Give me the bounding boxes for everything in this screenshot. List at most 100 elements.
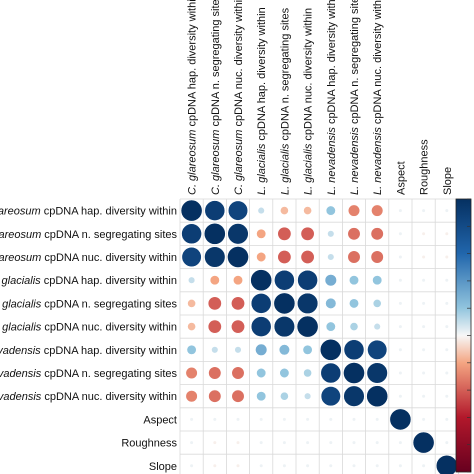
row-label-3: L. glacialis cpDNA hap. diversity within xyxy=(0,275,177,287)
correlation-cell-r9-c6 xyxy=(329,417,333,421)
column-label-6: L. nevadensis cpDNA hap. diversity withi… xyxy=(326,0,338,195)
correlation-cell-r5-c1 xyxy=(207,319,222,334)
correlation-cell-r1-c1 xyxy=(203,222,226,245)
column-label-5: L. glacialis cpDNA nuc. diversity within xyxy=(303,8,315,195)
correlation-cell-r3-c5 xyxy=(297,269,318,291)
column-label-text: cpDNA hap. diversity within xyxy=(326,0,338,127)
correlation-cell-r5-c7 xyxy=(349,322,359,332)
row-labels: C. glareosum cpDNA hap. diversity within… xyxy=(0,206,177,473)
column-label-species: L. glacialis xyxy=(279,143,291,195)
correlation-cell-r3-c1 xyxy=(209,275,220,286)
column-label-1: C. glareosum cpDNA n. segregating sites xyxy=(210,0,222,195)
correlation-cell-r2-c6 xyxy=(327,253,335,261)
correlation-cell-r0-c11 xyxy=(445,209,449,213)
column-label-2: C. glareosum cpDNA nuc. diversity within xyxy=(233,0,245,195)
correlation-cell-r3-c3 xyxy=(250,269,273,292)
correlation-cell-r8-c1 xyxy=(208,389,222,403)
correlation-cell-r10-c2 xyxy=(236,441,240,445)
column-label-3: L. glacialis cpDNA hap. diversity within xyxy=(256,7,268,195)
column-label-8: L. nevadensis cpDNA nuc. diversity withi… xyxy=(372,0,384,195)
correlation-cell-r1-c3 xyxy=(256,228,267,239)
correlation-cell-r0-c4 xyxy=(279,206,289,216)
correlation-cell-r0-c9 xyxy=(398,209,402,213)
column-label-species: L. glacialis xyxy=(303,143,315,195)
correlation-cell-r6-c1 xyxy=(211,346,219,354)
row-label-2: C. glareosum cpDNA nuc. diversity within xyxy=(0,252,177,264)
correlation-cell-r11-c9 xyxy=(398,464,402,468)
row-label-text: cpDNA nuc. diversity within xyxy=(41,252,177,264)
column-label-4: L. glacialis cpDNA n. segregating sites xyxy=(279,7,291,195)
correlation-cell-r1-c7 xyxy=(347,227,361,241)
correlation-cell-r2-c11 xyxy=(445,255,449,259)
correlation-cell-r1-c4 xyxy=(277,226,292,241)
correlation-cell-r8-c11 xyxy=(445,394,449,398)
correlation-cell-r1-c11 xyxy=(445,232,449,236)
row-label-10: Roughness xyxy=(121,438,177,450)
column-label-11: Slope xyxy=(442,167,454,195)
correlation-cell-r3-c4 xyxy=(274,269,295,291)
correlation-cell-r2-c0 xyxy=(181,246,202,268)
correlation-cell-r6-c7 xyxy=(343,339,365,361)
column-label-species: C. glareosum xyxy=(233,130,245,195)
correlation-cell-r6-c5 xyxy=(302,344,313,355)
correlation-cell-r9-c2 xyxy=(236,417,240,421)
correlation-cell-r6-c3 xyxy=(255,343,268,356)
correlation-cell-r5-c11 xyxy=(445,325,449,329)
correlation-cell-r11-c10 xyxy=(422,464,426,468)
correlation-cell-r3-c8 xyxy=(372,275,383,286)
correlation-cell-r0-c6 xyxy=(325,205,336,216)
correlation-cell-r5-c5 xyxy=(296,315,319,338)
correlation-cell-r0-c10 xyxy=(422,209,426,213)
correlation-cell-r1-c0 xyxy=(181,223,202,245)
correlation-cell-r2-c2 xyxy=(227,246,249,268)
row-label-species: L. nevadensis xyxy=(0,345,41,357)
correlation-cell-r6-c9 xyxy=(398,348,402,352)
correlation-cell-r9-c5 xyxy=(306,417,310,421)
correlation-cell-r4-c3 xyxy=(250,293,272,314)
row-label-text: cpDNA hap. diversity within xyxy=(41,345,177,357)
correlation-cell-r7-c11 xyxy=(445,371,449,375)
correlation-cell-r6-c10 xyxy=(422,348,426,352)
correlation-cell-r10-c0 xyxy=(190,441,194,445)
correlation-cell-r11-c5 xyxy=(306,464,310,468)
correlation-cell-r7-c10 xyxy=(422,371,426,375)
column-label-10: Roughness xyxy=(419,139,431,195)
correlation-cell-r2-c8 xyxy=(370,250,384,264)
correlation-cell-r2-c5 xyxy=(300,249,315,265)
row-label-text: cpDNA n. segregating sites xyxy=(41,368,177,380)
correlation-cell-r3-c7 xyxy=(348,275,360,286)
correlation-cell-r11-c2 xyxy=(236,464,240,468)
column-label-text: cpDNA nuc. diversity within xyxy=(372,0,384,127)
row-label-text: cpDNA hap. diversity within xyxy=(41,275,177,287)
correlation-cell-r3-c6 xyxy=(324,274,337,287)
column-label-text: cpDNA hap. diversity within xyxy=(187,0,199,130)
correlation-cell-r11-c11 xyxy=(435,454,458,474)
row-label-species: L. glacialis xyxy=(0,298,42,310)
correlation-cell-r7-c2 xyxy=(231,366,245,380)
correlation-cell-r6-c11 xyxy=(445,348,449,352)
row-label-species: C. glareosum xyxy=(0,206,41,218)
correlation-cell-r5-c2 xyxy=(230,319,246,334)
correlation-cell-r7-c9 xyxy=(398,371,402,375)
correlation-cell-r1-c2 xyxy=(227,223,249,245)
row-label-species: L. nevadensis xyxy=(0,391,42,403)
column-labels: C. glareosum cpDNA hap. diversity within… xyxy=(187,0,454,195)
correlation-cell-r0-c0 xyxy=(180,199,203,222)
row-label-0: C. glareosum cpDNA hap. diversity within xyxy=(0,206,177,218)
correlation-cell-r5-c8 xyxy=(373,322,381,331)
correlation-cell-r3-c9 xyxy=(398,278,402,282)
row-label-species: L. glacialis xyxy=(0,322,42,334)
correlation-cell-r8-c10 xyxy=(422,394,426,398)
column-label-text: cpDNA hap. diversity within xyxy=(256,7,268,143)
correlation-cell-r2-c7 xyxy=(347,250,361,264)
correlation-cell-r4-c7 xyxy=(348,298,360,309)
correlation-cell-r6-c2 xyxy=(234,346,242,354)
correlation-cell-r5-c6 xyxy=(325,321,336,332)
correlation-cell-r1-c9 xyxy=(398,232,402,236)
correlation-cell-r5-c9 xyxy=(398,325,402,329)
correlation-cell-r9-c9 xyxy=(389,408,412,431)
correlation-cell-r9-c8 xyxy=(375,417,379,421)
correlation-cell-r2-c10 xyxy=(422,255,426,259)
correlation-cell-r11-c3 xyxy=(259,464,263,468)
row-label-text: Aspect xyxy=(143,414,177,426)
